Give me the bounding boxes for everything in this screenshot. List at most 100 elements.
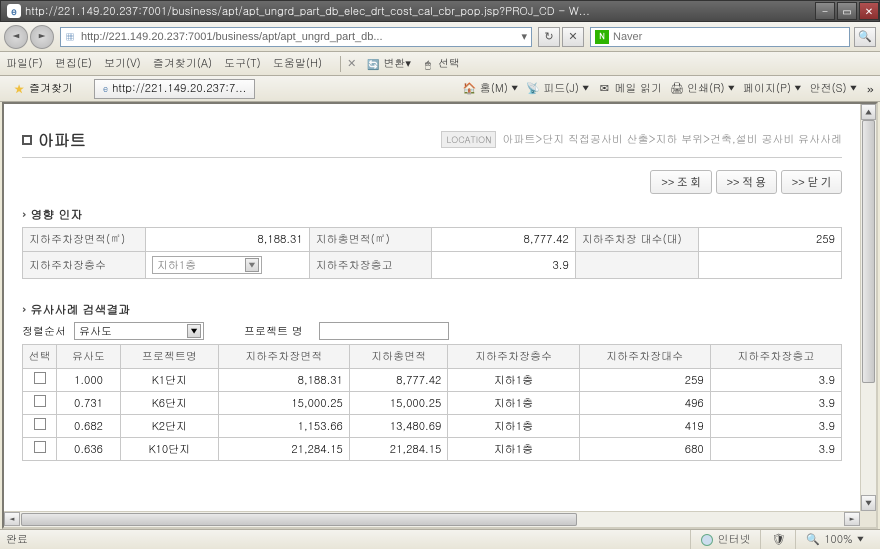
safety-button[interactable]: 안전(S)▼ (809, 81, 857, 96)
close-page-button[interactable]: >> 닫 기 (781, 170, 842, 194)
chevron-down-icon: ▼ (857, 534, 864, 545)
stop-button[interactable]: ✕ (562, 27, 584, 47)
factor-label-parking-area: 지하주차장면적(㎡) (23, 228, 146, 252)
vertical-scrollbar[interactable]: ▲ ▼ (860, 104, 876, 511)
mail-icon: ✉ (597, 82, 611, 96)
row-count: 419 (579, 415, 710, 438)
apply-button[interactable]: >> 적 용 (716, 170, 777, 194)
select-button[interactable]: 🖱선택 (421, 56, 460, 71)
search-input[interactable] (613, 31, 845, 43)
convert-icon: 🔄 (366, 57, 380, 71)
row-parking-area: 15,000.25 (218, 392, 349, 415)
col-total-area: 지하총면적 (349, 345, 447, 369)
menu-file[interactable]: 파일(F) (6, 56, 43, 71)
sort-select[interactable]: 유사도 ▼ (74, 322, 204, 340)
zoom-value: 100% (824, 532, 853, 547)
factor-empty-label (575, 252, 698, 279)
minimize-button[interactable]: – (815, 2, 835, 20)
row-height: 3.9 (710, 438, 841, 461)
select-icon: 🖱 (421, 57, 435, 71)
mail-button[interactable]: ✉메일 읽기 (597, 81, 662, 96)
col-project: 프로젝트명 (121, 345, 219, 369)
search-button[interactable]: 🔍 (854, 27, 876, 47)
scroll-thumb[interactable] (862, 120, 875, 383)
ie-icon: e (7, 4, 21, 18)
favorites-button[interactable]: ★ 즐겨찾기 (6, 77, 80, 100)
more-tools-icon[interactable]: » (867, 79, 874, 99)
row-checkbox[interactable] (34, 418, 46, 430)
row-checkbox[interactable] (34, 441, 46, 453)
row-checkbox[interactable] (34, 395, 46, 407)
menu-bar: 파일(F) 편집(E) 보기(V) 즐겨찾기(A) 도구(T) 도움말(H) ✕… (0, 52, 880, 76)
home-button[interactable]: 🏠홈(M)▼ (463, 81, 519, 96)
page-title: 아파트 (38, 128, 86, 151)
safety-label: 안전(S) (809, 81, 846, 96)
address-input[interactable] (81, 31, 519, 43)
refresh-button[interactable]: ↻ (538, 27, 560, 47)
status-protected: 🛡 (760, 530, 795, 549)
breadcrumb: 아파트>단지 직접공사비 산출>지하 부위>건축,설비 공사비 유사사례 (502, 132, 842, 147)
action-buttons: >> 조 회 >> 적 용 >> 닫 기 (22, 170, 842, 194)
feed-label: 피드(J) (543, 81, 579, 96)
feed-icon: 📡 (526, 82, 540, 96)
favorites-bar: ★ 즐겨찾기 e http://221.149.20.237:7... 🏠홈(M… (0, 76, 880, 102)
row-height: 3.9 (710, 369, 841, 392)
convert-button[interactable]: 🔄변환 ▾ (366, 56, 411, 71)
project-name-input[interactable] (319, 322, 449, 340)
forward-button[interactable]: ► (30, 25, 54, 49)
chevron-down-icon: ▼ (511, 83, 518, 94)
scroll-down-button[interactable]: ▼ (861, 495, 876, 511)
col-parking-area: 지하주차장면적 (218, 345, 349, 369)
address-dropdown-icon[interactable]: ▾ (519, 29, 529, 44)
col-floors: 지하주차장층수 (448, 345, 579, 369)
menu-separator (340, 56, 341, 72)
row-project: K1단지 (121, 369, 219, 392)
scroll-track[interactable] (861, 120, 876, 495)
home-label: 홈(M) (480, 81, 508, 96)
menu-view[interactable]: 보기(V) (104, 56, 141, 71)
content-viewport: 아파트 LOCATION 아파트>단지 직접공사비 산출>지하 부위>건축,설비… (2, 102, 878, 529)
menu-help[interactable]: 도움말(H) (273, 56, 322, 71)
search-bar[interactable]: N (590, 27, 850, 47)
chevron-down-icon: ▼ (582, 83, 589, 94)
page-button[interactable]: 페이지(P)▼ (743, 81, 802, 96)
factor-floors-select[interactable]: 지하1층 ▼ (152, 256, 262, 274)
hscroll-thumb[interactable] (21, 513, 577, 526)
status-zoom[interactable]: 🔍 100% ▼ (795, 530, 874, 549)
row-checkbox[interactable] (34, 372, 46, 384)
mail-label: 메일 읽기 (614, 81, 662, 96)
scroll-up-button[interactable]: ▲ (861, 104, 876, 120)
horizontal-scrollbar[interactable]: ◄ ► (4, 511, 860, 527)
menu-favorites[interactable]: 즐겨찾기(A) (153, 56, 212, 71)
browser-tab[interactable]: e http://221.149.20.237:7... (94, 79, 255, 99)
row-count: 259 (579, 369, 710, 392)
menu-tools[interactable]: 도구(T) (224, 56, 261, 71)
menu-edit[interactable]: 편집(E) (55, 56, 92, 71)
convert-label: 변환 (383, 56, 405, 71)
scroll-right-button[interactable]: ► (844, 512, 860, 526)
chevron-down-icon: ▼ (794, 83, 801, 94)
location-badge: LOCATION (441, 131, 496, 148)
print-button[interactable]: 🖨인쇄(R)▼ (670, 81, 735, 96)
row-floors: 지하1층 (448, 415, 579, 438)
scroll-left-button[interactable]: ◄ (4, 512, 20, 526)
back-button[interactable]: ◄ (4, 25, 28, 49)
results-header-row: 선택 유사도 프로젝트명 지하주차장면적 지하총면적 지하주차장층수 지하주차장… (23, 345, 842, 369)
factor-value-total-area: 8,777.42 (432, 228, 575, 252)
table-row: 0.731K6단지15,000.2515,000.25지하1층4963.9 (23, 392, 842, 415)
close-toolbar-icon[interactable]: ✕ (347, 56, 356, 71)
project-name-label: 프로젝트 명 (244, 324, 303, 339)
factor-label-height: 지하주차장층고 (309, 252, 432, 279)
row-checkbox-cell (23, 369, 57, 392)
maximize-button[interactable]: ▭ (837, 2, 857, 20)
feed-button[interactable]: 📡피드(J)▼ (526, 81, 589, 96)
address-bar[interactable]: ▦ ▾ (60, 27, 532, 47)
close-button[interactable]: ✕ (859, 2, 879, 20)
row-count: 680 (579, 438, 710, 461)
select-label: 선택 (438, 56, 460, 71)
results-heading: 유사사례 검색결과 (22, 301, 842, 318)
col-similarity: 유사도 (57, 345, 121, 369)
row-similarity: 0.682 (57, 415, 121, 438)
search-button[interactable]: >> 조 회 (650, 170, 711, 194)
status-bar: 완료 인터넷 🛡 🔍 100% ▼ (0, 529, 880, 549)
